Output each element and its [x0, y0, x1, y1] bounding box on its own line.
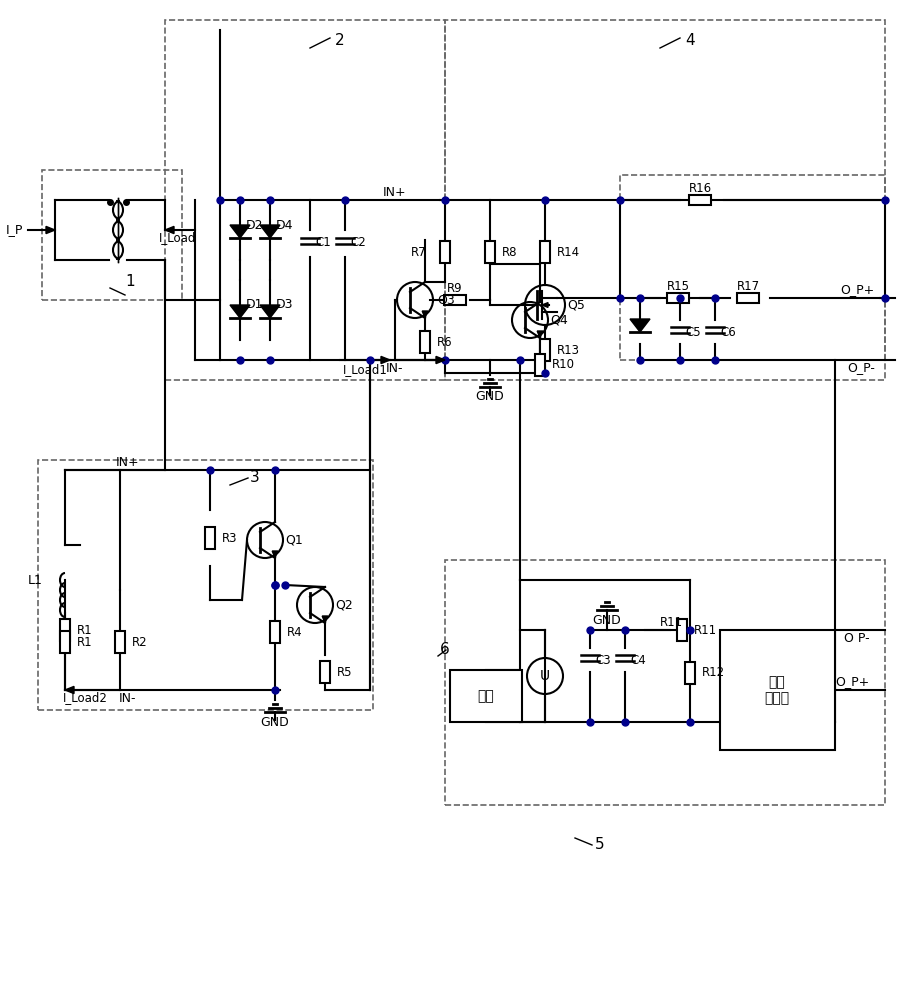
Text: R15: R15 [666, 279, 689, 292]
Text: GND: GND [475, 390, 504, 403]
Text: C5: C5 [684, 326, 700, 338]
Text: GND: GND [260, 715, 289, 728]
Text: C3: C3 [594, 654, 610, 666]
Polygon shape [260, 225, 280, 238]
Text: D1: D1 [246, 298, 264, 312]
Polygon shape [542, 303, 547, 307]
Polygon shape [435, 356, 444, 364]
Text: R7: R7 [411, 245, 426, 258]
Polygon shape [229, 225, 250, 238]
Text: O_P+: O_P+ [835, 676, 869, 688]
Text: Q3: Q3 [436, 294, 454, 306]
Text: O_P+: O_P+ [840, 284, 874, 296]
Text: R17: R17 [736, 279, 759, 292]
Text: Q5: Q5 [566, 298, 584, 312]
Text: C4: C4 [629, 654, 645, 666]
FancyBboxPatch shape [420, 331, 430, 353]
Text: R11: R11 [659, 615, 683, 628]
Text: O P-: O P- [843, 632, 869, 644]
Text: D2: D2 [246, 219, 264, 232]
Text: I_Load2: I_Load2 [62, 692, 107, 704]
Text: D3: D3 [276, 298, 293, 312]
FancyBboxPatch shape [60, 631, 70, 653]
Text: R11: R11 [694, 624, 716, 636]
Text: I_P: I_P [5, 224, 23, 237]
Polygon shape [272, 551, 277, 558]
FancyBboxPatch shape [60, 619, 70, 641]
Text: I_Load: I_Load [159, 232, 197, 244]
Text: C1: C1 [314, 236, 330, 249]
FancyBboxPatch shape [485, 241, 495, 263]
Polygon shape [536, 331, 542, 338]
Text: 负载: 负载 [477, 689, 494, 703]
Text: R16: R16 [688, 182, 711, 195]
FancyBboxPatch shape [684, 662, 694, 684]
Polygon shape [260, 305, 280, 318]
FancyBboxPatch shape [115, 631, 125, 653]
Text: O_P-: O_P- [846, 361, 874, 374]
Text: GND: GND [592, 613, 620, 626]
Text: L1: L1 [28, 574, 43, 586]
Text: R13: R13 [556, 344, 580, 357]
FancyBboxPatch shape [688, 195, 711, 205]
FancyBboxPatch shape [736, 293, 759, 303]
Text: R8: R8 [501, 245, 517, 258]
FancyBboxPatch shape [205, 527, 215, 549]
Text: R9: R9 [447, 282, 462, 294]
Text: 线性
降压器: 线性 降压器 [764, 675, 788, 705]
Text: IN+: IN+ [383, 186, 406, 199]
Text: IN-: IN- [119, 692, 136, 704]
FancyBboxPatch shape [676, 619, 686, 641]
FancyBboxPatch shape [539, 339, 549, 361]
Polygon shape [422, 311, 427, 318]
Text: IN-: IN- [386, 361, 404, 374]
Text: R12: R12 [702, 666, 724, 680]
Text: R10: R10 [552, 359, 574, 371]
Text: 3: 3 [250, 471, 259, 486]
Text: R1: R1 [77, 624, 92, 636]
Text: 1: 1 [125, 274, 135, 290]
Polygon shape [321, 616, 328, 623]
FancyBboxPatch shape [539, 241, 549, 263]
Text: Q2: Q2 [335, 598, 352, 611]
Text: U: U [539, 669, 549, 683]
Text: D4: D4 [276, 219, 293, 232]
FancyBboxPatch shape [443, 295, 465, 305]
Text: R6: R6 [436, 336, 452, 349]
FancyBboxPatch shape [719, 630, 834, 750]
Polygon shape [65, 686, 74, 694]
Text: 6: 6 [440, 642, 450, 658]
Text: Q4: Q4 [549, 314, 567, 326]
Text: R3: R3 [222, 532, 237, 544]
Polygon shape [165, 226, 173, 234]
Text: I_Load1: I_Load1 [342, 363, 387, 376]
Polygon shape [46, 226, 55, 234]
Text: C2: C2 [349, 236, 366, 249]
Text: 4: 4 [684, 33, 694, 48]
Text: R14: R14 [556, 245, 580, 258]
Text: R1: R1 [77, 636, 92, 648]
FancyBboxPatch shape [450, 670, 521, 722]
Text: Q1: Q1 [284, 534, 303, 546]
FancyBboxPatch shape [666, 293, 688, 303]
Polygon shape [629, 319, 649, 332]
FancyBboxPatch shape [440, 241, 450, 263]
Text: IN+: IN+ [116, 456, 140, 468]
Text: 2: 2 [335, 33, 344, 48]
Text: R2: R2 [132, 636, 147, 648]
FancyBboxPatch shape [320, 661, 330, 683]
Text: R5: R5 [337, 666, 352, 678]
FancyBboxPatch shape [535, 354, 545, 376]
FancyBboxPatch shape [270, 621, 280, 643]
Polygon shape [229, 305, 250, 318]
Text: C6: C6 [719, 326, 735, 338]
Polygon shape [380, 356, 389, 364]
Text: R4: R4 [286, 626, 303, 638]
Text: 5: 5 [594, 837, 604, 852]
